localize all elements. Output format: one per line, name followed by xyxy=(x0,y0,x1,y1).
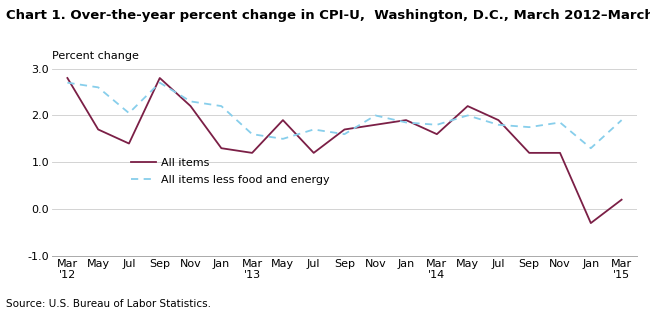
All items xyxy=(402,118,410,122)
All items xyxy=(125,142,133,145)
All items xyxy=(556,151,564,155)
Line: All items: All items xyxy=(68,78,621,223)
All items xyxy=(187,104,194,108)
All items less food and energy xyxy=(125,111,133,115)
All items xyxy=(371,123,379,127)
All items less food and energy xyxy=(556,120,564,124)
All items xyxy=(525,151,533,155)
All items xyxy=(587,221,595,225)
All items less food and energy xyxy=(525,125,533,129)
All items xyxy=(279,118,287,122)
All items less food and energy xyxy=(433,123,441,127)
All items xyxy=(341,128,348,131)
All items less food and energy xyxy=(341,132,348,136)
All items xyxy=(618,198,625,202)
Text: Percent change: Percent change xyxy=(52,51,139,61)
Text: Source: U.S. Bureau of Labor Statistics.: Source: U.S. Bureau of Labor Statistics. xyxy=(6,299,211,309)
All items xyxy=(218,146,226,150)
All items xyxy=(463,104,471,108)
All items less food and energy xyxy=(587,146,595,150)
All items less food and energy xyxy=(618,118,625,122)
All items less food and energy xyxy=(94,85,102,89)
All items less food and energy xyxy=(463,114,471,117)
All items xyxy=(64,76,72,80)
All items less food and energy xyxy=(248,132,256,136)
All items less food and energy xyxy=(64,81,72,85)
Line: All items less food and energy: All items less food and energy xyxy=(68,83,621,148)
All items less food and energy xyxy=(310,128,318,131)
Text: Chart 1. Over-the-year percent change in CPI-U,  Washington, D.C., March 2012–Ma: Chart 1. Over-the-year percent change in… xyxy=(6,9,650,22)
All items less food and energy xyxy=(495,123,502,127)
All items less food and energy xyxy=(371,114,379,117)
All items xyxy=(156,76,164,80)
All items xyxy=(310,151,318,155)
All items less food and energy xyxy=(218,104,226,108)
All items xyxy=(94,128,102,131)
All items xyxy=(248,151,256,155)
All items less food and energy xyxy=(402,120,410,124)
All items xyxy=(433,132,441,136)
All items xyxy=(495,118,502,122)
Legend: All items, All items less food and energy: All items, All items less food and energ… xyxy=(128,155,333,188)
All items less food and energy xyxy=(156,81,164,85)
All items less food and energy xyxy=(187,100,194,103)
All items less food and energy xyxy=(279,137,287,141)
